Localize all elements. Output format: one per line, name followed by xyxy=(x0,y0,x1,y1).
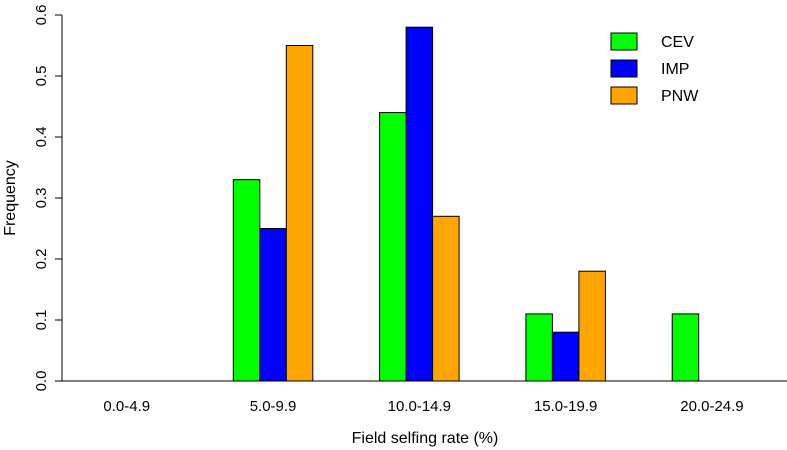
bar-imp xyxy=(259,228,287,382)
bar-imp xyxy=(405,26,434,382)
y-axis-title: Frequency xyxy=(2,160,19,236)
x-tick-label: 15.0-19.9 xyxy=(534,398,597,415)
bar-pnw xyxy=(432,215,460,382)
y-tick-label: 0.1 xyxy=(33,310,50,331)
x-tick-label: 10.0-14.9 xyxy=(388,398,451,415)
bar-imp xyxy=(551,331,580,382)
y-tick-label: 0.0 xyxy=(33,371,50,392)
bar-pnw xyxy=(285,45,314,382)
legend-swatch xyxy=(610,86,638,105)
legend-swatch xyxy=(610,59,638,78)
y-tick-label: 0.2 xyxy=(33,249,50,270)
x-axis-title: Field selfing rate (%) xyxy=(352,430,499,447)
bar-cev xyxy=(232,179,261,382)
bar-cev xyxy=(379,112,407,382)
x-tick-label: 0.0-4.9 xyxy=(103,398,150,415)
bars xyxy=(232,26,700,382)
legend-label: IMP xyxy=(661,61,689,78)
legend-swatch xyxy=(610,32,638,51)
bar-cev xyxy=(525,313,553,382)
bar-cev xyxy=(671,313,700,382)
y-tick-label: 0.5 xyxy=(33,66,50,87)
legend-label: CEV xyxy=(661,34,694,51)
y-tick-label: 0.4 xyxy=(33,127,50,148)
y-tick-label: 0.6 xyxy=(33,5,50,26)
x-tick-label: 5.0-9.9 xyxy=(250,398,297,415)
x-tick-label: 20.0-24.9 xyxy=(680,398,743,415)
legend-label: PNW xyxy=(661,88,699,105)
bar-pnw xyxy=(578,270,606,382)
y-tick-label: 0.3 xyxy=(33,188,50,209)
legend: CEV IMP PNW xyxy=(610,32,699,105)
